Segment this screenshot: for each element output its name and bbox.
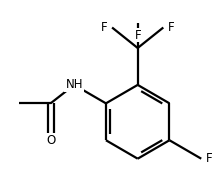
Text: F: F [101,21,108,34]
Text: F: F [134,28,141,41]
Text: NH: NH [65,78,83,91]
Text: F: F [167,21,174,34]
Text: F: F [206,152,213,165]
Text: O: O [46,134,55,147]
